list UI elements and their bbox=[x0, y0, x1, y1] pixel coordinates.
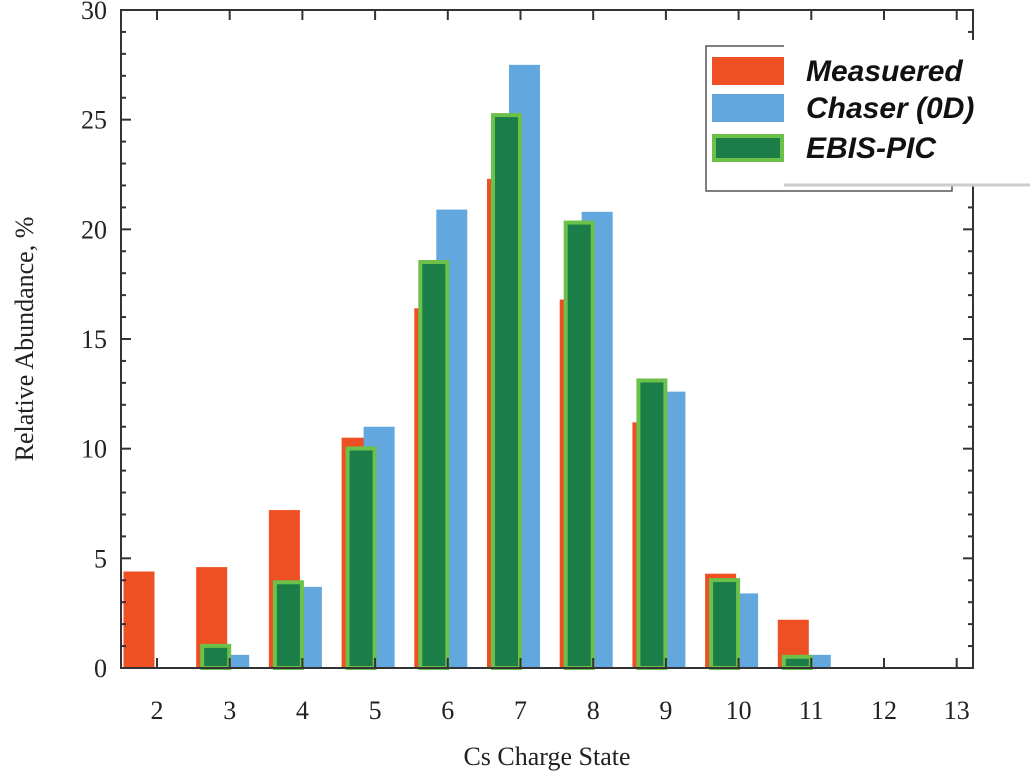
bar-ebis-pic-8 bbox=[563, 220, 595, 670]
x-tick-label: 13 bbox=[944, 696, 970, 725]
bar-ebis-pic-10 bbox=[709, 578, 741, 670]
x-tick-label: 2 bbox=[151, 696, 164, 725]
x-tick-label: 11 bbox=[799, 696, 824, 725]
bar-ebis-pic-3 bbox=[200, 643, 232, 671]
bar-ebis-pic-7 bbox=[491, 113, 522, 670]
y-axis-title: Relative Abundance, % bbox=[10, 217, 39, 462]
x-tick-labels: 2 3 4 5 6 7 8 9 10 11 12 13 bbox=[151, 696, 970, 725]
y-tick-labels: 0 5 10 15 20 25 30 bbox=[81, 0, 107, 683]
x-axis-title: Cs Charge State bbox=[463, 742, 630, 771]
bar-ebis-pic-4 bbox=[272, 580, 304, 670]
bar-ebis-pic-5 bbox=[345, 446, 377, 670]
bar-ebis-pic-9 bbox=[636, 378, 668, 670]
x-tick-label: 4 bbox=[296, 696, 309, 725]
x-tick-label: 12 bbox=[871, 696, 897, 725]
bar-measuered-2 bbox=[123, 571, 155, 668]
legend: Measuered Chaser (0D) EBIS-PIC bbox=[705, 40, 1030, 192]
legend-swatch-0 bbox=[712, 57, 784, 85]
x-tick-label: 9 bbox=[659, 696, 672, 725]
bar-ebis-pic-6 bbox=[418, 260, 450, 670]
bar-ebis-pic-11 bbox=[781, 654, 813, 671]
y-tick-label: 0 bbox=[94, 654, 107, 683]
x-tick-label: 8 bbox=[587, 696, 600, 725]
x-tick-label: 7 bbox=[514, 696, 527, 725]
y-tick-label: 5 bbox=[94, 544, 107, 573]
y-tick-label: 25 bbox=[81, 106, 107, 135]
legend-label-1: Chaser (0D) bbox=[806, 92, 974, 125]
y-tick-label: 10 bbox=[81, 435, 107, 464]
y-tick-label: 30 bbox=[81, 0, 107, 25]
legend-swatch-1 bbox=[712, 94, 784, 122]
y-tick-label: 20 bbox=[81, 215, 107, 244]
legend-label-0: Measuered bbox=[806, 55, 963, 88]
y-tick-label: 15 bbox=[81, 325, 107, 354]
legend-swatch-2 bbox=[712, 134, 784, 162]
legend-items: Measuered Chaser (0D) EBIS-PIC bbox=[712, 55, 974, 165]
x-tick-label: 10 bbox=[726, 696, 752, 725]
legend-text-panel bbox=[784, 40, 1030, 184]
x-tick-label: 5 bbox=[369, 696, 382, 725]
x-tick-label: 6 bbox=[441, 696, 454, 725]
legend-label-2: EBIS-PIC bbox=[806, 132, 937, 165]
x-tick-label: 3 bbox=[223, 696, 236, 725]
